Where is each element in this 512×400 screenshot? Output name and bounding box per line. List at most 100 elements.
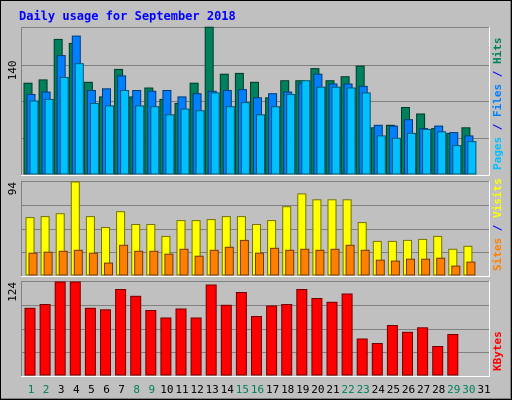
bar-sites-day-16: [255, 252, 264, 276]
bar-kbytes-day-15: [235, 292, 247, 376]
bar-sites-day-19: [300, 248, 310, 276]
bar-pages-day-30: [467, 141, 477, 175]
x-tick-label: 24: [372, 383, 386, 396]
bar-pages-day-9: [150, 106, 160, 175]
bar-sites-day-27: [421, 258, 431, 276]
x-tick-label: 27: [417, 383, 430, 396]
bar-pages-day-24: [376, 135, 386, 175]
panel-hits-files-pages: 140 Pages / Files / Hits: [6, 26, 504, 176]
x-tick-label: 2: [43, 383, 50, 396]
bar-sites-day-25: [390, 260, 400, 276]
bar-kbytes-day-21: [326, 301, 338, 376]
bar-pages-day-6: [105, 105, 114, 175]
bar-sites-day-13: [209, 249, 219, 276]
x-tick-label: 10: [160, 383, 173, 396]
bar-sites-day-2: [43, 251, 53, 276]
bar-sites-day-23: [360, 249, 370, 276]
bar-sites-day-26: [406, 258, 415, 276]
bar-kbytes-day-1: [24, 307, 36, 376]
x-tick-label: 9: [148, 383, 155, 396]
x-tick-label: 29: [447, 383, 460, 396]
bar-kbytes-day-27: [417, 327, 429, 376]
bar-pages-day-27: [422, 128, 432, 175]
bar-pages-day-25: [391, 137, 401, 175]
bar-sites-day-15: [239, 239, 249, 276]
bar-pages-day-21: [331, 86, 341, 175]
bar-pages-day-5: [89, 102, 99, 175]
x-tick-label: 12: [190, 383, 203, 396]
legend-text: Sites: [491, 238, 504, 271]
bar-kbytes-day-23: [356, 338, 368, 376]
bar-kbytes-day-11: [175, 308, 187, 376]
x-tick-label: 22: [341, 383, 354, 396]
bar-sites-day-7: [119, 244, 129, 276]
bar-kbytes-day-22: [341, 293, 353, 376]
x-tick-label: 19: [296, 383, 309, 396]
bar-kbytes-day-12: [190, 317, 202, 376]
x-tick-label: 3: [58, 383, 65, 396]
bar-sites-day-9: [149, 250, 159, 276]
legend-text: Visits: [491, 178, 504, 218]
panel-kbytes: 124 KBytes: [6, 281, 504, 377]
bar-kbytes-day-29: [447, 334, 459, 376]
bar-pages-day-2: [44, 98, 54, 175]
legend-hits-files-pages: Pages / Files / Hits: [491, 38, 504, 171]
bar-sites-day-4: [73, 249, 83, 276]
bar-pages-day-7: [120, 90, 130, 175]
x-tick-label: 17: [266, 383, 279, 396]
bar-sites-day-17: [270, 247, 280, 276]
bar-pages-day-22: [346, 87, 356, 175]
bar-kbytes-day-5: [84, 307, 96, 376]
bar-sites-day-6: [104, 262, 113, 276]
x-tick-label: 14: [221, 383, 235, 396]
bar-sites-day-12: [194, 255, 204, 276]
bar-kbytes-day-26: [402, 331, 413, 376]
x-tick-label: 26: [402, 383, 415, 396]
bar-kbytes-day-7: [115, 289, 127, 376]
legend-text: Hits: [491, 38, 504, 65]
x-tick-label: 30: [462, 383, 475, 396]
bar-kbytes-day-8: [130, 295, 142, 376]
chart-panels: 140 Pages / Files / Hits 94 Sites / Visits 1…: [6, 26, 504, 377]
bar-kbytes-day-28: [432, 346, 444, 376]
bar-kbytes-day-19: [296, 289, 308, 376]
x-tick-label: 25: [387, 383, 400, 396]
bar-pages-day-15: [240, 102, 250, 175]
bar-sites-day-1: [28, 252, 38, 276]
x-tick-label: 16: [251, 383, 264, 396]
bar-pages-day-16: [256, 114, 265, 175]
bar-sites-day-11: [179, 248, 189, 276]
bar-kbytes-day-17: [266, 305, 278, 376]
bar-kbytes-day-20: [311, 298, 323, 376]
bar-sites-day-21: [330, 248, 340, 276]
x-axis-labels: 1 2 3 4 5 6 7 8 9 10 11 12 13 14 15 16 17 18 19 20 21 22 23 24 2…: [28, 383, 491, 396]
x-tick-label: 13: [206, 383, 219, 396]
bar-pages-day-3: [59, 77, 69, 175]
bar-kbytes-day-9: [145, 310, 157, 376]
x-tick-label: 5: [88, 383, 95, 396]
y-tick-label: 140: [6, 60, 19, 80]
bar-kbytes-day-25: [386, 325, 398, 376]
bar-pages-day-10: [165, 114, 175, 175]
x-tick-label: 21: [326, 383, 339, 396]
bar-sites-day-8: [134, 250, 144, 276]
bar-kbytes-day-6: [100, 309, 111, 376]
bar-sites-day-14: [224, 246, 234, 276]
bar-kbytes-day-13: [205, 284, 217, 376]
bar-pages-day-29: [452, 145, 462, 175]
x-tick-label: 28: [432, 383, 445, 396]
x-tick-label: 4: [73, 383, 80, 396]
x-tick-label: 6: [103, 383, 110, 396]
bar-kbytes-day-14: [220, 304, 232, 376]
legend-text: /: [491, 64, 504, 84]
x-tick-label: 8: [133, 383, 140, 396]
legend-kbytes: KBytes: [491, 331, 504, 371]
legend-text: /: [491, 117, 504, 137]
bar-sites-day-29: [451, 265, 461, 276]
bar-sites-day-30: [466, 261, 476, 276]
bar-pages-day-17: [271, 106, 281, 175]
bar-sites-day-22: [345, 244, 355, 276]
legend-text: Pages: [491, 137, 504, 170]
bar-pages-day-4: [74, 63, 84, 175]
bar-pages-day-23: [361, 92, 371, 175]
